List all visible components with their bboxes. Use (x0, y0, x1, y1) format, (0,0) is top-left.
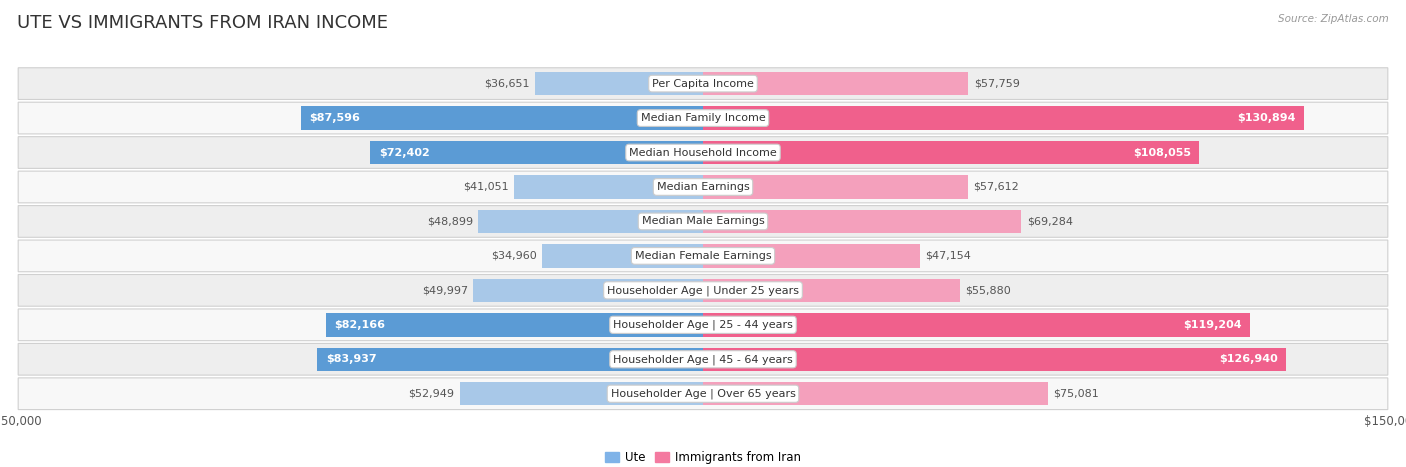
Text: $48,899: $48,899 (427, 216, 472, 226)
Bar (543, 244, 703, 268)
Text: Median Earnings: Median Earnings (657, 182, 749, 192)
Text: $126,940: $126,940 (1219, 354, 1278, 364)
Bar (703, 347, 1286, 371)
Bar (703, 244, 920, 268)
Bar (326, 313, 703, 337)
Text: $75,081: $75,081 (1053, 389, 1099, 399)
Text: $108,055: $108,055 (1133, 148, 1191, 157)
Bar (703, 175, 967, 198)
Text: Householder Age | 45 - 64 years: Householder Age | 45 - 64 years (613, 354, 793, 365)
Text: $52,949: $52,949 (408, 389, 454, 399)
FancyBboxPatch shape (18, 137, 1388, 169)
Bar (318, 347, 703, 371)
Text: $34,960: $34,960 (491, 251, 537, 261)
Text: Median Household Income: Median Household Income (628, 148, 778, 157)
Text: Householder Age | 25 - 44 years: Householder Age | 25 - 44 years (613, 319, 793, 330)
Text: $57,759: $57,759 (974, 78, 1019, 89)
Bar (478, 210, 703, 233)
Text: Source: ZipAtlas.com: Source: ZipAtlas.com (1278, 14, 1389, 24)
Bar (370, 141, 703, 164)
Bar (703, 279, 960, 302)
Text: Median Male Earnings: Median Male Earnings (641, 216, 765, 226)
Bar (460, 382, 703, 405)
Bar (703, 106, 1305, 130)
Text: $82,166: $82,166 (333, 320, 385, 330)
Text: $57,612: $57,612 (973, 182, 1019, 192)
Bar (703, 72, 969, 95)
Text: Householder Age | Under 25 years: Householder Age | Under 25 years (607, 285, 799, 296)
Text: $49,997: $49,997 (422, 285, 468, 295)
Text: $83,937: $83,937 (326, 354, 377, 364)
Legend: Ute, Immigrants from Iran: Ute, Immigrants from Iran (600, 446, 806, 467)
Text: Median Family Income: Median Family Income (641, 113, 765, 123)
Text: $87,596: $87,596 (309, 113, 360, 123)
Text: Householder Age | Over 65 years: Householder Age | Over 65 years (610, 389, 796, 399)
FancyBboxPatch shape (18, 275, 1388, 306)
Text: $69,284: $69,284 (1026, 216, 1073, 226)
Bar (703, 313, 1250, 337)
FancyBboxPatch shape (18, 171, 1388, 203)
FancyBboxPatch shape (18, 343, 1388, 375)
FancyBboxPatch shape (18, 205, 1388, 237)
Bar (534, 72, 703, 95)
Text: UTE VS IMMIGRANTS FROM IRAN INCOME: UTE VS IMMIGRANTS FROM IRAN INCOME (17, 14, 388, 32)
Text: $55,880: $55,880 (965, 285, 1011, 295)
Text: $119,204: $119,204 (1184, 320, 1243, 330)
Bar (703, 141, 1199, 164)
FancyBboxPatch shape (18, 240, 1388, 272)
FancyBboxPatch shape (18, 378, 1388, 410)
Text: Median Female Earnings: Median Female Earnings (634, 251, 772, 261)
Text: $41,051: $41,051 (464, 182, 509, 192)
Bar (515, 175, 703, 198)
Text: $47,154: $47,154 (925, 251, 972, 261)
Bar (474, 279, 703, 302)
Text: $36,651: $36,651 (484, 78, 529, 89)
FancyBboxPatch shape (18, 68, 1388, 99)
Text: $130,894: $130,894 (1237, 113, 1296, 123)
Bar (301, 106, 703, 130)
Text: $72,402: $72,402 (378, 148, 429, 157)
Bar (703, 210, 1021, 233)
FancyBboxPatch shape (18, 309, 1388, 340)
Text: Per Capita Income: Per Capita Income (652, 78, 754, 89)
Bar (703, 382, 1047, 405)
FancyBboxPatch shape (18, 102, 1388, 134)
